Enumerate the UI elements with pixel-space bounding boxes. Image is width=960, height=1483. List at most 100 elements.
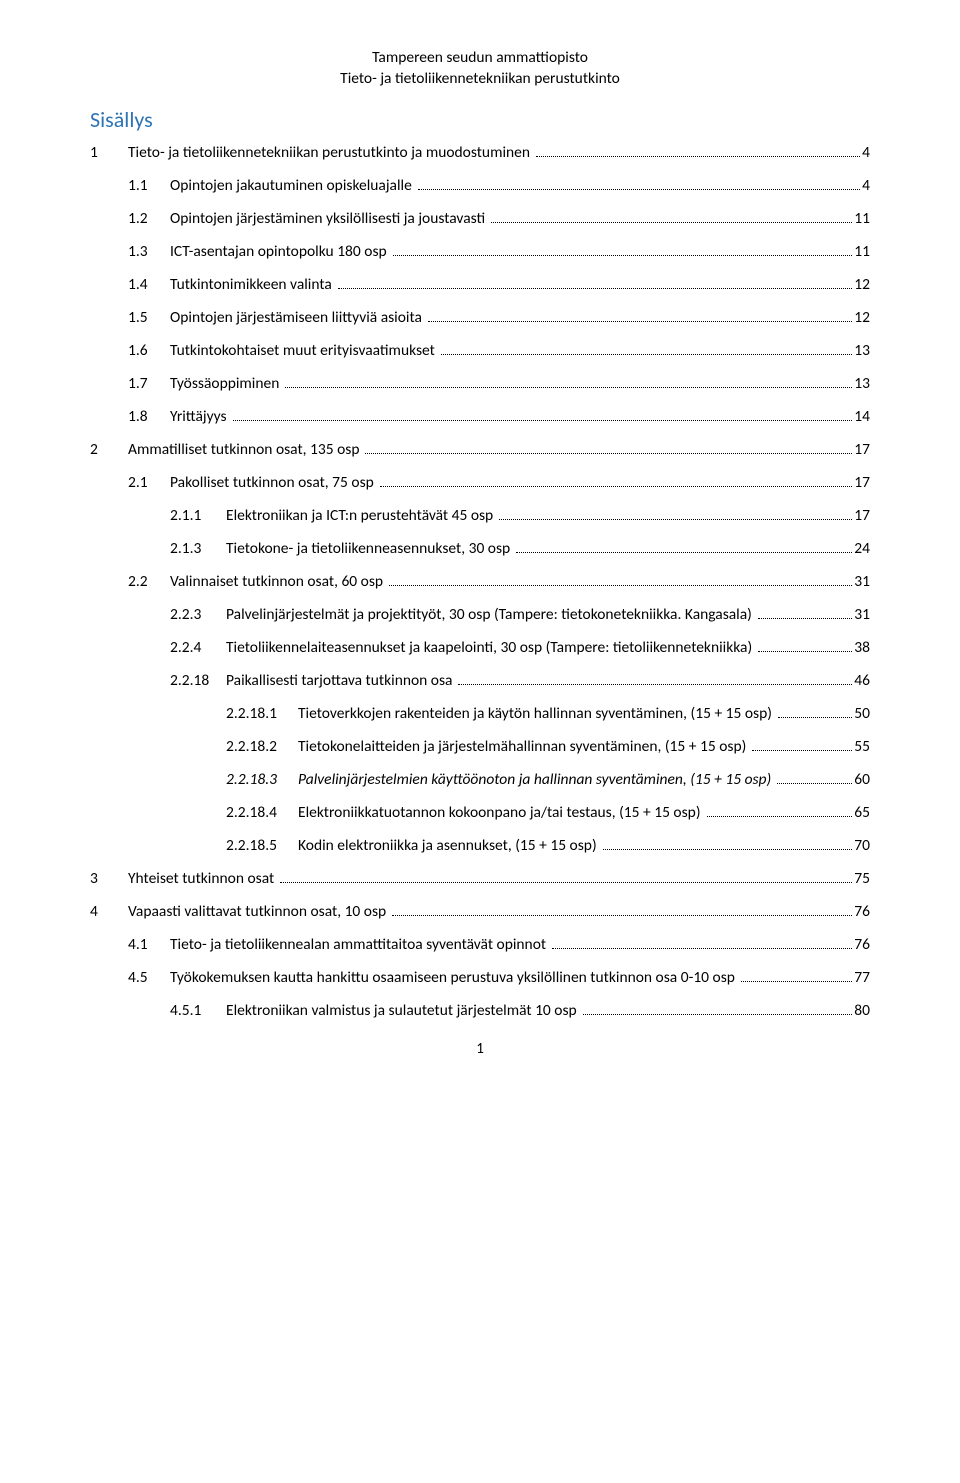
toc-entry-label: Elektroniikan valmistus ja sulautetut jä… <box>226 1001 581 1020</box>
toc-entry[interactable]: 1.6Tutkintokohtaiset muut erityisvaatimu… <box>90 341 870 360</box>
toc-entry-label: Tietokone- ja tietoliikenneasennukset, 3… <box>226 539 514 558</box>
toc-entry-leader <box>441 354 852 355</box>
toc-title: Sisällys <box>90 106 870 133</box>
toc-entry[interactable]: 4.5Työkokemuksen kautta hankittu osaamis… <box>90 968 870 987</box>
toc-entry-page: 38 <box>854 638 870 657</box>
toc-entry-number: 1.1 <box>128 176 170 195</box>
toc-entry-number: 1 <box>90 143 128 162</box>
toc-entry-leader <box>777 783 852 784</box>
toc-entry-leader <box>536 156 860 157</box>
toc-entry[interactable]: 2.2.18.5Kodin elektroniikka ja asennukse… <box>90 836 870 855</box>
toc-entry-leader <box>516 552 852 553</box>
toc-entry-page: 24 <box>854 539 870 558</box>
toc-entry[interactable]: 4Vapaasti valittavat tutkinnon osat, 10 … <box>90 902 870 921</box>
toc-entry-leader <box>499 519 852 520</box>
toc-entry-number: 4.5.1 <box>170 1001 226 1020</box>
toc-entry[interactable]: 3Yhteiset tutkinnon osat 75 <box>90 869 870 888</box>
toc-entry[interactable]: 2.1Pakolliset tutkinnon osat, 75 osp 17 <box>90 473 870 492</box>
toc-entry-page: 14 <box>854 407 870 426</box>
toc-entry[interactable]: 1.8Yrittäjyys 14 <box>90 407 870 426</box>
toc-entry-number: 2 <box>90 440 128 459</box>
toc-entry-number: 1.6 <box>128 341 170 360</box>
toc-entry-label: Työssäoppiminen <box>170 374 283 393</box>
toc-entry-page: 31 <box>854 572 870 591</box>
toc-entry-leader <box>752 750 852 751</box>
toc-entry[interactable]: 2.2.18Paikallisesti tarjottava tutkinnon… <box>90 671 870 690</box>
toc-entry-leader <box>741 981 852 982</box>
toc-entry-page: 17 <box>854 473 870 492</box>
toc-entry-number: 1.3 <box>128 242 170 261</box>
toc-entry-leader <box>552 948 852 949</box>
toc-entry-leader <box>280 882 852 883</box>
toc-entry-label: Palvelinjärjestelmien käyttöönoton ja ha… <box>298 770 775 789</box>
toc-entry-leader <box>393 255 853 256</box>
toc-entry-number: 2.2.18.3 <box>226 770 298 789</box>
toc-entry-page: 12 <box>854 275 870 294</box>
toc-entry-number: 4 <box>90 902 128 921</box>
toc-entry-page: 4 <box>862 143 870 162</box>
toc-entry-page: 11 <box>854 209 870 228</box>
toc-list: 1Tieto- ja tietoliikennetekniikan perust… <box>90 143 870 1020</box>
toc-entry-page: 80 <box>854 1001 870 1020</box>
toc-entry-leader <box>392 915 852 916</box>
toc-entry-page: 60 <box>854 770 870 789</box>
toc-entry-leader <box>778 717 852 718</box>
toc-entry-number: 4.1 <box>128 935 170 954</box>
toc-entry-label: Vapaasti valittavat tutkinnon osat, 10 o… <box>128 902 390 921</box>
toc-entry[interactable]: 2Ammatilliset tutkinnon osat, 135 osp 17 <box>90 440 870 459</box>
toc-entry[interactable]: 4.1Tieto- ja tietoliikennealan ammattita… <box>90 935 870 954</box>
toc-entry-label: Tutkintokohtaiset muut erityisvaatimukse… <box>170 341 439 360</box>
toc-entry[interactable]: 4.5.1Elektroniikan valmistus ja sulautet… <box>90 1001 870 1020</box>
toc-entry[interactable]: 2.2.18.4Elektroniikkatuotannon kokoonpan… <box>90 803 870 822</box>
toc-entry-number: 2.2.18.5 <box>226 836 298 855</box>
toc-entry[interactable]: 1.7Työssäoppiminen 13 <box>90 374 870 393</box>
toc-entry-label: Yrittäjyys <box>170 407 231 426</box>
header-institution: Tampereen seudun ammattiopisto <box>90 48 870 69</box>
toc-entry-label: Tietoliikennelaiteasennukset ja kaapeloi… <box>226 638 756 657</box>
toc-entry-leader <box>233 420 853 421</box>
toc-entry-label: Paikallisesti tarjottava tutkinnon osa <box>226 671 456 690</box>
toc-entry-number: 1.2 <box>128 209 170 228</box>
toc-entry-page: 11 <box>854 242 870 261</box>
toc-entry-label: Yhteiset tutkinnon osat <box>128 869 278 888</box>
toc-entry-leader <box>285 387 852 388</box>
toc-entry[interactable]: 1.4Tutkintonimikkeen valinta 12 <box>90 275 870 294</box>
toc-entry[interactable]: 2.2.3Palvelinjärjestelmät ja projektityö… <box>90 605 870 624</box>
toc-entry[interactable]: 2.1.1Elektroniikan ja ICT:n perustehtävä… <box>90 506 870 525</box>
toc-entry-leader <box>758 651 852 652</box>
toc-entry[interactable]: 1.1Opintojen jakautuminen opiskeluajalle… <box>90 176 870 195</box>
toc-entry-page: 70 <box>854 836 870 855</box>
toc-entry-page: 77 <box>854 968 870 987</box>
toc-entry-number: 2.1.1 <box>170 506 226 525</box>
toc-entry[interactable]: 1.5Opintojen järjestämiseen liittyviä as… <box>90 308 870 327</box>
toc-entry-page: 12 <box>854 308 870 327</box>
toc-entry-page: 17 <box>854 506 870 525</box>
toc-entry-number: 2.1 <box>128 473 170 492</box>
toc-entry[interactable]: 2.2.18.2Tietokonelaitteiden ja järjestel… <box>90 737 870 756</box>
toc-entry-label: Tietokonelaitteiden ja järjestelmähallin… <box>298 737 750 756</box>
toc-entry[interactable]: 2.2Valinnaiset tutkinnon osat, 60 osp 31 <box>90 572 870 591</box>
toc-entry-label: Työkokemuksen kautta hankittu osaamiseen… <box>170 968 739 987</box>
toc-entry-number: 2.2 <box>128 572 170 591</box>
toc-entry[interactable]: 2.2.4Tietoliikennelaiteasennukset ja kaa… <box>90 638 870 657</box>
toc-entry-label: Elektroniikan ja ICT:n perustehtävät 45 … <box>226 506 497 525</box>
toc-entry[interactable]: 2.1.3Tietokone- ja tietoliikenneasennuks… <box>90 539 870 558</box>
toc-entry-label: Kodin elektroniikka ja asennukset, (15 +… <box>298 836 601 855</box>
toc-entry-label: Valinnaiset tutkinnon osat, 60 osp <box>170 572 387 591</box>
toc-entry-leader <box>458 684 852 685</box>
toc-entry-leader <box>758 618 852 619</box>
toc-entry-number: 2.2.18.4 <box>226 803 298 822</box>
toc-entry[interactable]: 2.2.18.3Palvelinjärjestelmien käyttöönot… <box>90 770 870 789</box>
toc-entry-page: 76 <box>854 935 870 954</box>
toc-entry-page: 46 <box>854 671 870 690</box>
toc-entry-label: Elektroniikkatuotannon kokoonpano ja/tai… <box>298 803 705 822</box>
toc-entry[interactable]: 2.2.18.1Tietoverkkojen rakenteiden ja kä… <box>90 704 870 723</box>
toc-entry-leader <box>491 222 852 223</box>
toc-entry-label: Palvelinjärjestelmät ja projektityöt, 30… <box>226 605 756 624</box>
toc-entry-leader <box>428 321 852 322</box>
toc-entry[interactable]: 1.2Opintojen järjestäminen yksilöllisest… <box>90 209 870 228</box>
toc-entry-label: ICT-asentajan opintopolku 180 osp <box>170 242 391 261</box>
toc-entry[interactable]: 1.3ICT-asentajan opintopolku 180 osp 11 <box>90 242 870 261</box>
document-header: Tampereen seudun ammattiopisto Tieto- ja… <box>90 48 870 90</box>
toc-entry[interactable]: 1Tieto- ja tietoliikennetekniikan perust… <box>90 143 870 162</box>
